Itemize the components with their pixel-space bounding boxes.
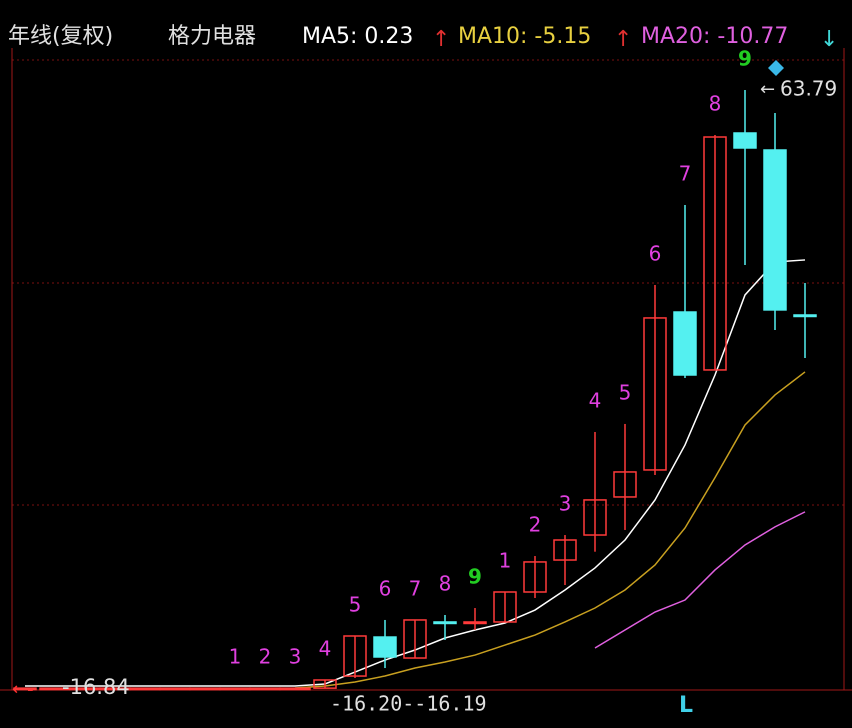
candle-body [553, 539, 577, 561]
candle-body [219, 687, 251, 691]
legend-label: MA20: -10.77 [641, 24, 788, 49]
candle-body [703, 136, 727, 371]
count-label: 5 [619, 380, 632, 404]
count-label: 6 [379, 576, 392, 600]
candle-body [673, 311, 697, 376]
candle-body [733, 132, 757, 149]
legend-arrow: ↓ [820, 27, 838, 52]
count-label: 9 [738, 46, 752, 70]
count-label: 4 [319, 636, 332, 660]
candle-body [463, 621, 487, 625]
candle-body [373, 636, 397, 658]
low-label: -16.84 [62, 675, 130, 699]
candle-body [523, 561, 547, 593]
count-label: 5 [349, 592, 362, 616]
stock-name: 格力电器 [168, 24, 256, 49]
candle-body [159, 687, 191, 691]
count-label: 4 [589, 388, 602, 412]
count-label: 2 [259, 645, 272, 669]
candle-body [403, 619, 427, 659]
candle-body [313, 679, 337, 689]
high-arrow: ← [760, 79, 775, 100]
count-label: 6 [649, 242, 662, 266]
candle-body [433, 621, 457, 625]
count-label: 2 [529, 513, 542, 537]
ma-line [594, 511, 806, 649]
count-label: 7 [679, 161, 692, 185]
ma-line [294, 371, 806, 689]
count-label: 1 [229, 645, 242, 669]
legend-arrow: ↑ [614, 27, 632, 52]
count-label: 7 [409, 576, 422, 600]
candle-body [763, 149, 787, 311]
legend-arrow: ↑ [432, 27, 450, 52]
cursor-label: -16.20--16.19 [330, 692, 487, 716]
count-label: 8 [709, 92, 722, 116]
candle-body [793, 314, 817, 318]
diamond-marker [768, 60, 784, 76]
count-label: 1 [499, 548, 512, 572]
candle-body [189, 687, 221, 691]
candle-body [343, 635, 367, 677]
marker-label: L [679, 693, 693, 718]
candle-body [129, 687, 161, 691]
count-label: 3 [289, 645, 302, 669]
candle-body [249, 687, 281, 691]
candle-body [583, 499, 607, 536]
count-label: 9 [468, 565, 482, 589]
candle-body [643, 317, 667, 471]
legend-label: MA5: 0.23 [302, 24, 413, 49]
candle-body [613, 471, 637, 498]
legend-label: MA10: -5.15 [458, 24, 591, 49]
candle-body [13, 687, 37, 691]
count-label: 3 [559, 492, 572, 516]
candle-body [279, 687, 311, 691]
high-label: 63.79 [780, 76, 837, 100]
chart-title: 年线(复权) [8, 24, 113, 49]
candle-body [493, 591, 517, 623]
count-label: 8 [439, 571, 452, 595]
